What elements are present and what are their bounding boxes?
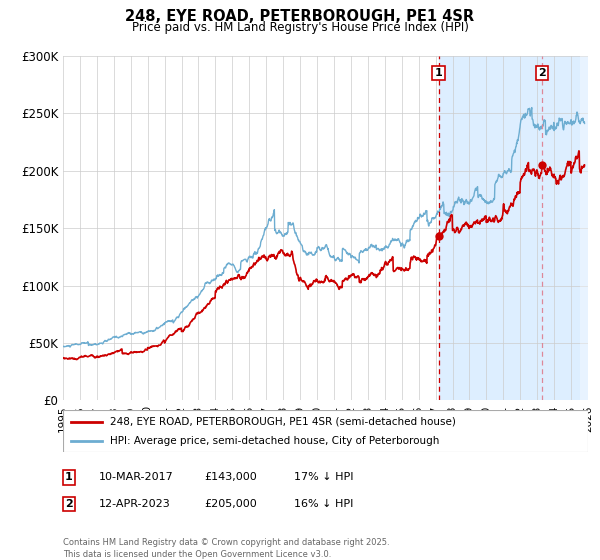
Text: 1: 1 (435, 68, 443, 78)
Bar (580, 56, 588, 400)
Text: 2: 2 (538, 68, 546, 78)
Text: HPI: Average price, semi-detached house, City of Peterborough: HPI: Average price, semi-detached house,… (110, 436, 440, 446)
Text: 12-APR-2023: 12-APR-2023 (99, 499, 171, 509)
Text: Price paid vs. HM Land Registry's House Price Index (HPI): Price paid vs. HM Land Registry's House … (131, 21, 469, 34)
Text: 1: 1 (65, 472, 73, 482)
Text: 17% ↓ HPI: 17% ↓ HPI (294, 472, 353, 482)
Text: Contains HM Land Registry data © Crown copyright and database right 2025.
This d: Contains HM Land Registry data © Crown c… (63, 538, 389, 559)
Bar (439, 56, 588, 400)
Text: 248, EYE ROAD, PETERBOROUGH, PE1 4SR (semi-detached house): 248, EYE ROAD, PETERBOROUGH, PE1 4SR (se… (110, 417, 456, 427)
Text: £143,000: £143,000 (204, 472, 257, 482)
Text: £205,000: £205,000 (204, 499, 257, 509)
Text: 2: 2 (65, 499, 73, 509)
Bar (580, 56, 588, 400)
Text: 248, EYE ROAD, PETERBOROUGH, PE1 4SR: 248, EYE ROAD, PETERBOROUGH, PE1 4SR (125, 9, 475, 24)
Text: 10-MAR-2017: 10-MAR-2017 (99, 472, 174, 482)
Text: 16% ↓ HPI: 16% ↓ HPI (294, 499, 353, 509)
